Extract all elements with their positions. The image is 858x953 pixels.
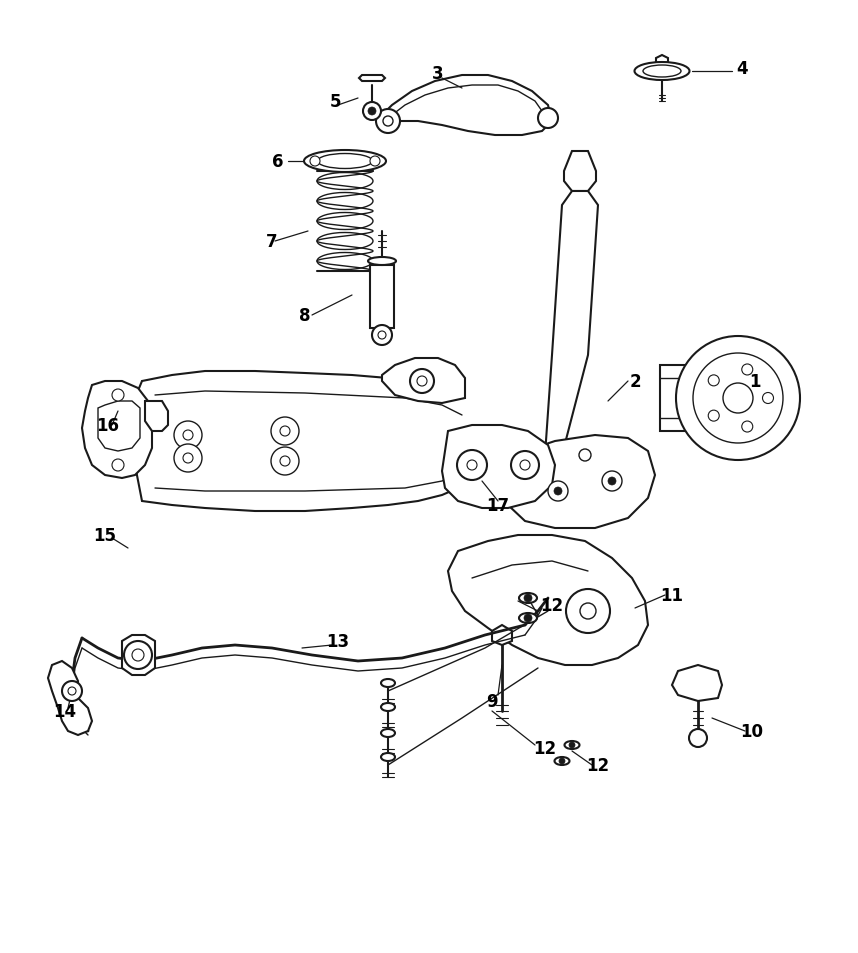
Circle shape xyxy=(383,117,393,127)
Circle shape xyxy=(524,595,532,602)
Circle shape xyxy=(569,742,575,748)
Text: 5: 5 xyxy=(329,92,341,111)
Text: 13: 13 xyxy=(326,633,349,650)
Circle shape xyxy=(608,477,616,485)
Text: 16: 16 xyxy=(96,416,119,435)
Polygon shape xyxy=(122,636,155,676)
Circle shape xyxy=(271,448,299,476)
Circle shape xyxy=(280,427,290,436)
Polygon shape xyxy=(98,401,140,452)
Circle shape xyxy=(511,452,539,479)
Circle shape xyxy=(310,157,320,167)
Text: 17: 17 xyxy=(486,497,510,515)
Polygon shape xyxy=(545,192,598,456)
Text: 1: 1 xyxy=(749,373,761,391)
Circle shape xyxy=(124,641,152,669)
Circle shape xyxy=(566,589,610,634)
Ellipse shape xyxy=(368,257,396,266)
Circle shape xyxy=(723,384,753,414)
Text: 11: 11 xyxy=(661,586,684,604)
Text: 15: 15 xyxy=(94,526,117,544)
Polygon shape xyxy=(48,661,92,735)
Polygon shape xyxy=(370,266,394,329)
Ellipse shape xyxy=(565,741,579,749)
Ellipse shape xyxy=(519,594,537,603)
Ellipse shape xyxy=(635,63,690,81)
Circle shape xyxy=(676,336,800,460)
Polygon shape xyxy=(672,665,722,701)
Circle shape xyxy=(368,108,376,116)
Circle shape xyxy=(520,460,530,471)
Ellipse shape xyxy=(554,758,570,765)
Circle shape xyxy=(68,687,76,696)
Circle shape xyxy=(271,417,299,446)
Circle shape xyxy=(602,472,622,492)
Circle shape xyxy=(372,326,392,346)
Ellipse shape xyxy=(381,703,395,711)
Circle shape xyxy=(280,456,290,467)
Ellipse shape xyxy=(381,729,395,738)
Text: 14: 14 xyxy=(53,702,76,720)
Circle shape xyxy=(689,729,707,747)
Polygon shape xyxy=(382,76,552,136)
Polygon shape xyxy=(382,358,465,403)
Text: 12: 12 xyxy=(541,597,564,615)
Ellipse shape xyxy=(304,151,386,172)
Ellipse shape xyxy=(317,154,372,170)
Circle shape xyxy=(112,459,124,472)
Circle shape xyxy=(457,451,487,480)
Polygon shape xyxy=(564,152,596,192)
Circle shape xyxy=(363,103,381,121)
Circle shape xyxy=(370,157,380,167)
Text: 10: 10 xyxy=(740,722,764,740)
Circle shape xyxy=(410,370,434,394)
Text: 12: 12 xyxy=(586,757,609,774)
Circle shape xyxy=(183,431,193,440)
Circle shape xyxy=(708,411,719,421)
Circle shape xyxy=(742,365,752,375)
Circle shape xyxy=(467,460,477,471)
Circle shape xyxy=(693,354,783,443)
Circle shape xyxy=(112,390,124,401)
Polygon shape xyxy=(145,401,168,432)
Polygon shape xyxy=(442,426,555,509)
Ellipse shape xyxy=(381,679,395,687)
Circle shape xyxy=(548,481,568,501)
Ellipse shape xyxy=(381,753,395,761)
Text: 7: 7 xyxy=(266,233,278,251)
Text: 9: 9 xyxy=(486,692,498,710)
Circle shape xyxy=(554,488,562,496)
Text: 4: 4 xyxy=(736,60,748,78)
Circle shape xyxy=(376,110,400,133)
Text: 12: 12 xyxy=(534,740,557,758)
Polygon shape xyxy=(656,56,668,69)
Circle shape xyxy=(579,450,591,461)
Circle shape xyxy=(183,454,193,463)
Circle shape xyxy=(132,649,144,661)
Circle shape xyxy=(62,681,82,701)
Circle shape xyxy=(559,759,565,764)
Text: 3: 3 xyxy=(432,65,444,83)
Polygon shape xyxy=(502,436,655,529)
Circle shape xyxy=(708,375,719,387)
Polygon shape xyxy=(660,366,688,432)
Circle shape xyxy=(580,603,596,619)
Polygon shape xyxy=(82,381,152,478)
Circle shape xyxy=(174,444,202,473)
Text: 2: 2 xyxy=(629,373,641,391)
Circle shape xyxy=(763,393,774,404)
Circle shape xyxy=(174,421,202,450)
Ellipse shape xyxy=(643,66,681,78)
Circle shape xyxy=(742,421,752,433)
Text: 8: 8 xyxy=(299,307,311,325)
Circle shape xyxy=(378,332,386,339)
Polygon shape xyxy=(448,536,648,665)
Circle shape xyxy=(524,615,532,622)
Text: 6: 6 xyxy=(272,152,284,171)
Circle shape xyxy=(538,109,558,129)
Polygon shape xyxy=(359,76,385,82)
Circle shape xyxy=(417,376,427,387)
Polygon shape xyxy=(492,625,512,645)
Ellipse shape xyxy=(519,614,537,623)
